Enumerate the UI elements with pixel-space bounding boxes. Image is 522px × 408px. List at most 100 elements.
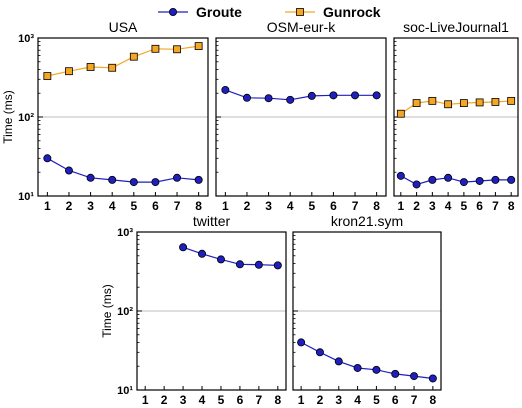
data-point-groute	[254, 260, 263, 269]
panel-soc-livejournal1: soc-LiveJournal1 1 2 3 4 5 6 7 8	[393, 19, 519, 213]
panel-title: OSM-eur-k	[267, 19, 336, 35]
x-tick-label: 6	[392, 393, 399, 407]
x-tick-label: 8	[373, 199, 380, 213]
x-tick-label: 2	[244, 199, 251, 213]
y-tick-label: 10²	[18, 112, 34, 124]
x-tick-label: 8	[430, 393, 437, 407]
data-point-groute	[179, 243, 188, 252]
data-point-groute	[351, 91, 360, 100]
legend-gunrock-marker	[296, 8, 304, 16]
data-point-groute	[372, 365, 381, 374]
data-point-gunrock	[428, 96, 437, 105]
x-tick-label: 5	[130, 199, 137, 213]
data-point-groute	[297, 338, 306, 347]
x-tick-label: 1	[397, 199, 404, 213]
data-point-gunrock	[396, 109, 405, 118]
x-tick-label: 5	[373, 393, 380, 407]
y-tick-label: 10³	[117, 227, 133, 239]
legend-gunrock-label: Gunrock	[323, 4, 381, 20]
data-point-gunrock	[173, 45, 181, 54]
x-tick-label: 6	[152, 199, 159, 213]
data-point-gunrock	[507, 96, 516, 105]
x-tick-label: 4	[109, 199, 116, 213]
data-point-groute	[221, 85, 230, 94]
data-point-groute	[396, 171, 405, 180]
data-point-groute	[428, 175, 437, 184]
x-tick-label: 5	[218, 393, 225, 407]
data-point-groute	[273, 261, 282, 270]
y-axis-label: Time (ms)	[100, 284, 114, 338]
legend-groute-label: Groute	[196, 4, 242, 20]
x-tick-label: 3	[180, 393, 187, 407]
x-tick-label: 2	[66, 199, 73, 213]
panel-kron21-sym: kron21.sym 1 2 3 4 5 6 7 8	[292, 213, 442, 407]
data-point-gunrock	[491, 98, 500, 106]
data-point-groute	[475, 176, 484, 185]
x-tick-label: 3	[87, 199, 94, 213]
x-tick-label: 3	[335, 393, 342, 407]
x-tick-label: 7	[411, 393, 418, 407]
y-tick-label: 10²	[117, 306, 133, 318]
series-gunrock	[43, 42, 203, 80]
data-point-groute	[428, 374, 437, 383]
x-tick-label: 2	[413, 199, 420, 213]
data-point-gunrock	[459, 99, 468, 107]
x-tick-label: 8	[508, 199, 515, 213]
x-tick-label: 5	[308, 199, 315, 213]
x-tick-label: 1	[298, 393, 305, 407]
data-point-gunrock	[65, 67, 73, 76]
data-point-groute	[108, 175, 117, 184]
x-tick-label: 2	[161, 393, 168, 407]
data-point-groute	[129, 178, 138, 187]
data-point-groute	[491, 175, 500, 184]
y-tick-label: 10¹	[117, 385, 133, 397]
data-point-gunrock	[43, 72, 52, 80]
panel-title: kron21.sym	[331, 213, 403, 229]
data-point-groute	[315, 348, 324, 357]
x-tick-label: 4	[199, 393, 206, 407]
panel-title: USA	[109, 19, 138, 35]
data-point-gunrock	[412, 99, 421, 107]
x-tick-label: 1	[44, 199, 51, 213]
series-groute	[43, 154, 203, 187]
data-point-gunrock	[444, 100, 453, 109]
x-tick-label: 4	[287, 199, 294, 213]
series-groute	[396, 171, 516, 189]
x-tick-label: 2	[317, 393, 324, 407]
data-point-gunrock	[86, 63, 95, 71]
data-point-gunrock	[475, 98, 484, 107]
data-point-gunrock	[194, 42, 203, 50]
panel-usa: USA 1 2 3 4 5 6 7 8 10¹ 10² 10³ Time (ms)	[1, 19, 209, 213]
data-point-groute	[334, 357, 343, 366]
data-point-groute	[151, 178, 160, 187]
series-groute	[221, 85, 381, 104]
data-point-groute	[173, 173, 182, 182]
legend: Groute Gunrock	[158, 4, 381, 20]
x-tick-label: 6	[476, 199, 483, 213]
data-point-groute	[307, 91, 316, 100]
panel-title: twitter	[193, 213, 231, 229]
x-tick-label: 7	[492, 199, 499, 213]
data-point-groute	[391, 369, 400, 378]
data-point-groute	[194, 175, 203, 184]
legend-groute-marker	[168, 7, 177, 16]
series-line-groute	[182, 246, 278, 266]
x-tick-label: 7	[256, 393, 263, 407]
data-point-groute	[242, 93, 251, 102]
x-tick-label: 3	[429, 199, 436, 213]
series-gunrock	[396, 96, 516, 118]
data-point-groute	[64, 166, 73, 175]
data-point-groute	[353, 363, 362, 372]
x-tick-label: 5	[461, 199, 468, 213]
series-groute	[297, 338, 437, 383]
data-point-groute	[372, 91, 381, 100]
x-tick-label: 8	[195, 199, 202, 213]
data-point-groute	[329, 91, 338, 100]
x-tick-label: 1	[142, 393, 149, 407]
x-tick-label: 8	[274, 393, 281, 407]
x-tick-label: 6	[330, 199, 337, 213]
data-point-groute	[410, 372, 419, 381]
data-point-groute	[264, 94, 273, 103]
data-point-groute	[286, 95, 295, 104]
